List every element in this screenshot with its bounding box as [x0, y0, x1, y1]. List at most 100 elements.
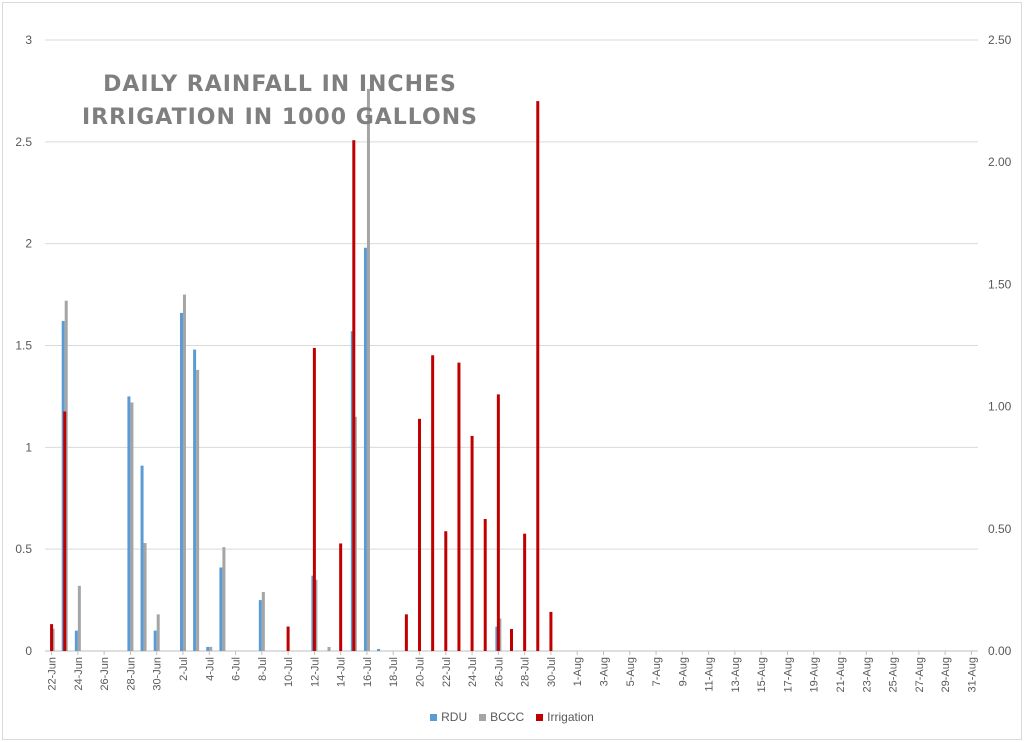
- bar-irrigation: [312, 347, 316, 651]
- y-left-tick-label: 2.5: [15, 135, 32, 149]
- legend-swatch: [479, 713, 487, 721]
- bar-irrigation: [510, 629, 513, 651]
- bar-bccc: [209, 646, 213, 651]
- bar-rdu: [74, 630, 78, 651]
- x-tick-label: 23-Aug: [861, 657, 873, 692]
- bar-rdu: [127, 396, 131, 651]
- legend-swatch: [536, 713, 544, 721]
- bar-bccc: [222, 547, 226, 651]
- x-tick-label: 21-Aug: [835, 657, 847, 692]
- bar-bccc: [130, 402, 134, 651]
- x-tick-label: 28-Jul: [520, 657, 532, 687]
- y-left-tick-label: 0: [25, 644, 32, 658]
- bar-bccc: [366, 88, 370, 651]
- bar-irrigation: [523, 533, 527, 651]
- bar-irrigation: [496, 394, 500, 651]
- chart-title: DAILY RAINFALL IN INCHES IRRIGATION IN 1…: [60, 68, 500, 134]
- legend-item-irrigation: Irrigation: [536, 710, 594, 724]
- y-right-tick-label: 2.50: [988, 33, 1012, 47]
- bar-bccc: [156, 614, 160, 651]
- x-tick-label: 25-Aug: [888, 657, 900, 692]
- x-tick-label: 28-Jun: [125, 657, 137, 691]
- x-tick-label: 10-Jul: [283, 657, 295, 687]
- x-tick-label: 24-Jul: [467, 657, 479, 687]
- legend: RDU BCCC Irrigation: [0, 710, 1024, 724]
- x-tick-label: 8-Jul: [257, 657, 269, 681]
- x-tick-label: 20-Jul: [415, 657, 427, 687]
- x-tick-label: 11-Aug: [704, 657, 716, 692]
- x-tick-label: 22-Jun: [47, 657, 59, 691]
- bar-rdu: [193, 349, 197, 651]
- y-left-tick-label: 1: [25, 440, 32, 454]
- y-right-tick-label: 1.50: [988, 277, 1012, 291]
- x-tick-label: 30-Jul: [546, 657, 558, 687]
- bar-bccc: [196, 369, 200, 651]
- bar-bccc: [327, 646, 331, 651]
- x-tick-label: 14-Jul: [336, 657, 348, 687]
- x-tick-label: 16-Jul: [362, 657, 374, 687]
- bar-irrigation: [457, 362, 461, 651]
- bar-irrigation: [339, 543, 343, 651]
- x-tick-label: 1-Aug: [572, 657, 584, 686]
- bar-rdu: [377, 648, 381, 651]
- bar-irrigation: [536, 101, 540, 652]
- bar-bccc: [143, 543, 147, 651]
- legend-label: Irrigation: [547, 710, 594, 724]
- bar-rdu: [140, 465, 144, 651]
- bar-irrigation: [404, 614, 408, 651]
- x-tick-label: 17-Aug: [782, 657, 794, 692]
- x-tick-label: 18-Jul: [388, 657, 400, 687]
- bar-irrigation: [431, 355, 435, 651]
- bar-irrigation: [444, 531, 448, 651]
- bar-irrigation: [470, 435, 474, 651]
- bar-irrigation: [483, 519, 487, 651]
- y-left-tick-label: 1.5: [15, 339, 32, 353]
- x-tick-label: 5-Aug: [625, 657, 637, 686]
- x-tick-label: 19-Aug: [809, 657, 821, 692]
- x-tick-label: 13-Aug: [730, 657, 742, 692]
- y-left-tick-label: 2: [25, 237, 32, 251]
- bar-irrigation: [50, 624, 54, 651]
- x-tick-label: 15-Aug: [756, 657, 768, 692]
- bar-rdu: [153, 630, 157, 651]
- title-line-1: DAILY RAINFALL IN INCHES: [103, 72, 457, 97]
- x-tick-label: 3-Aug: [598, 657, 610, 686]
- legend-swatch: [430, 713, 438, 721]
- x-tick-label: 7-Aug: [651, 657, 663, 686]
- bar-bccc: [77, 585, 81, 651]
- y-right-tick-label: 1.00: [988, 400, 1012, 414]
- legend-item-bccc: BCCC: [479, 710, 524, 724]
- y-right-tick-label: 0.50: [988, 522, 1012, 536]
- bar-irrigation: [63, 411, 67, 651]
- y-left-tick-label: 3: [25, 33, 32, 47]
- x-tick-label: 22-Jul: [441, 657, 453, 687]
- x-tick-label: 6-Jul: [231, 657, 243, 681]
- legend-label: BCCC: [490, 710, 525, 724]
- x-tick-label: 27-Aug: [914, 657, 926, 692]
- bar-bccc: [261, 591, 265, 651]
- x-tick-label: 4-Jul: [204, 657, 216, 681]
- bar-irrigation: [286, 626, 290, 651]
- x-tick-label: 31-Aug: [966, 657, 978, 692]
- x-tick-label: 26-Jul: [493, 657, 505, 687]
- y-right-tick-label: 0.00: [988, 644, 1012, 658]
- bar-irrigation: [549, 611, 553, 651]
- bar-rdu: [206, 646, 210, 651]
- bar-bccc: [182, 294, 186, 651]
- y-right-tick-label: 2.00: [988, 155, 1012, 169]
- bar-irrigation: [352, 140, 356, 652]
- y-left-tick-label: 0.5: [15, 542, 32, 556]
- x-tick-label: 29-Aug: [940, 657, 952, 692]
- bar-rdu: [363, 247, 367, 652]
- bar-irrigation: [418, 418, 422, 651]
- bar-rdu: [219, 567, 223, 651]
- legend-item-rdu: RDU: [430, 710, 467, 724]
- x-tick-label: 24-Jun: [73, 657, 85, 691]
- legend-label: RDU: [441, 710, 468, 724]
- x-tick-label: 2-Jul: [178, 657, 190, 681]
- bar-rdu: [179, 312, 183, 651]
- x-tick-label: 30-Jun: [152, 657, 164, 691]
- x-tick-label: 9-Aug: [677, 657, 689, 686]
- x-tick-label: 26-Jun: [99, 657, 111, 691]
